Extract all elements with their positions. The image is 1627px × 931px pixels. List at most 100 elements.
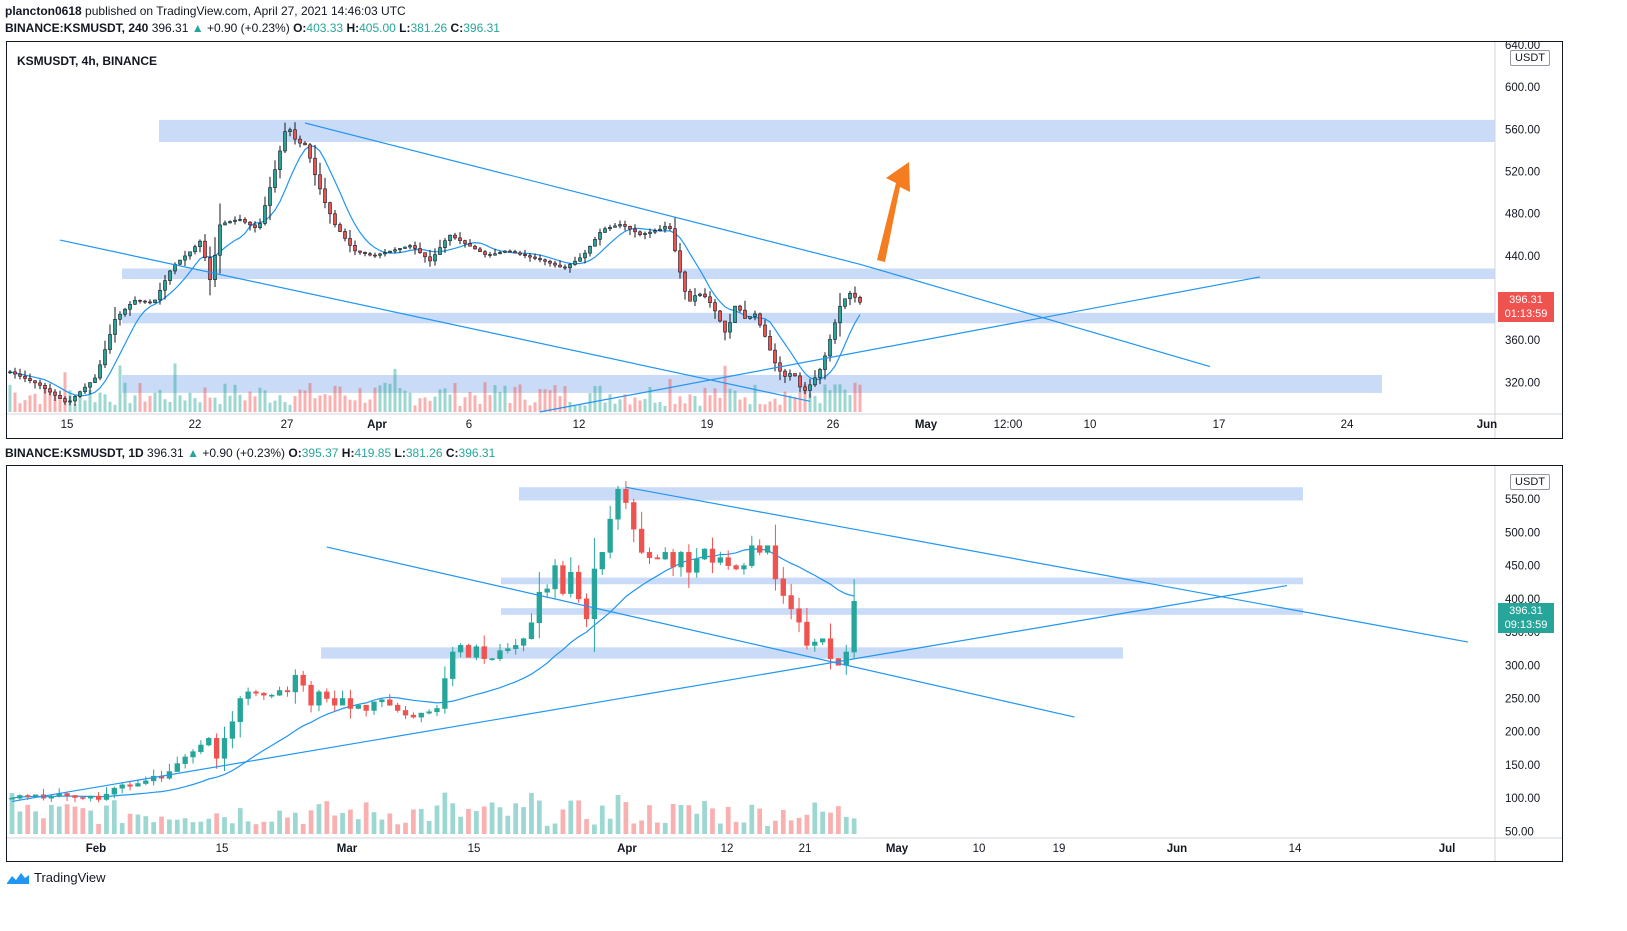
- volume-bar: [780, 809, 786, 834]
- volume-bar: [768, 401, 772, 412]
- candle-body: [300, 674, 306, 686]
- candle-body: [468, 243, 472, 247]
- candle-body: [638, 528, 645, 553]
- volume-bar: [277, 810, 282, 834]
- candle-body: [576, 571, 582, 600]
- footer-brand[interactable]: TradingView: [6, 870, 106, 885]
- chart-4h-last-price-tag: 396.31 01:13:59: [1498, 292, 1554, 322]
- volume-bar: [543, 389, 547, 412]
- volume-bar: [411, 809, 416, 834]
- x-tick-label: 27: [281, 419, 294, 431]
- candle-body: [355, 704, 361, 709]
- volume-bar: [853, 382, 857, 412]
- candle-body: [753, 313, 757, 317]
- volume-bar: [80, 808, 86, 834]
- volume-bar: [340, 812, 345, 834]
- volume-bar: [615, 794, 621, 834]
- volume-bar: [263, 390, 267, 412]
- publish-info: plancton0618 published on TradingView.co…: [5, 4, 406, 18]
- volume-bar: [678, 804, 684, 834]
- publish-date: published on TradingView.com, April 27, …: [85, 4, 406, 18]
- volume-bar: [423, 397, 427, 412]
- candle-body: [63, 398, 67, 403]
- volume-bar: [713, 388, 717, 412]
- volume-bar: [765, 825, 770, 834]
- y-tick-label: 480.00: [1505, 209, 1540, 221]
- volume-bar: [408, 392, 412, 412]
- volume-bar: [608, 394, 612, 412]
- chart-1d-unit[interactable]: USDT: [1510, 474, 1550, 490]
- volume-bar: [757, 808, 763, 834]
- volume-bar: [111, 800, 117, 834]
- volume-bar: [593, 386, 597, 412]
- candle-body: [103, 349, 107, 366]
- candle-body: [463, 240, 467, 244]
- y-tick-label: 200.00: [1505, 727, 1540, 739]
- volume-bar: [138, 383, 142, 412]
- volume-bar: [33, 811, 38, 834]
- volume-bar: [178, 395, 182, 412]
- bottom-symbol: BINANCE:KSMUSDT, 1D: [5, 446, 144, 460]
- volume-bar: [599, 805, 605, 834]
- candle-body: [263, 205, 267, 224]
- candle-body: [833, 322, 837, 340]
- top-ohlc-header: BINANCE:KSMUSDT, 240 396.31 ▲ +0.90 (+0.…: [5, 21, 500, 35]
- chart-panel-1d[interactable]: 50.00 100.00 150.00 200.00 250.00 300.00 350.0…: [6, 465, 1563, 862]
- bottom-low: 381.26: [405, 446, 443, 460]
- volume-bar: [607, 818, 613, 834]
- volume-bar: [248, 391, 252, 412]
- trendline: [326, 546, 1075, 718]
- candle-body: [368, 253, 372, 256]
- candle-body: [53, 391, 57, 396]
- volume-bar: [245, 821, 251, 834]
- volume-bar: [468, 391, 472, 412]
- volume-bar: [513, 386, 517, 412]
- volume-bar: [182, 818, 188, 834]
- candle-body: [812, 641, 818, 646]
- volume-bar: [308, 383, 312, 412]
- candle-body: [458, 237, 462, 241]
- volume-bar: [858, 384, 862, 412]
- candle-body: [339, 698, 346, 706]
- candle-body: [448, 234, 452, 242]
- volume-bar: [104, 805, 109, 834]
- author-name[interactable]: plancton0618: [5, 4, 82, 18]
- candle-body: [308, 684, 314, 706]
- volume-bar: [808, 393, 812, 412]
- bottom-c-label: C:: [445, 446, 459, 460]
- candle-body: [450, 651, 456, 679]
- candle-body: [123, 308, 127, 315]
- chart-panel-4h[interactable]: 320.00360.00400.00440.00480.00520.00560.…: [6, 41, 1563, 439]
- volume-bar: [127, 813, 133, 834]
- candle-body: [426, 711, 432, 714]
- candle-body: [28, 378, 32, 381]
- chart-4h-unit[interactable]: USDT: [1510, 50, 1550, 66]
- volume-bar: [123, 382, 127, 412]
- candle-body: [108, 334, 112, 350]
- candle-body: [503, 250, 507, 253]
- volume-bar: [662, 822, 668, 834]
- candle-body: [18, 373, 22, 377]
- volume-bar: [113, 404, 117, 412]
- candle-body: [333, 213, 337, 225]
- candle-body: [718, 310, 722, 322]
- y-tick-label: 320.00: [1505, 377, 1540, 389]
- volume-bar: [843, 816, 849, 834]
- x-tick-label: 21: [799, 843, 812, 855]
- chart-4h-canvas[interactable]: 320.00360.00400.00440.00480.00520.00560.…: [7, 42, 1562, 438]
- volume-bar: [151, 822, 157, 834]
- candle-body: [823, 355, 827, 370]
- candle-body: [583, 252, 587, 259]
- candle-body: [520, 638, 527, 646]
- chart-1d-canvas[interactable]: 50.00100.00150.00200.00250.00300.00350.0…: [7, 466, 1562, 861]
- support-resistance-zone: [159, 119, 1495, 142]
- candle-body: [568, 571, 574, 594]
- volume-bar: [269, 821, 275, 834]
- candle-body: [851, 601, 857, 653]
- volume-bar: [703, 387, 707, 412]
- volume-bar: [631, 823, 637, 834]
- x-tick-label: May: [915, 419, 938, 431]
- volume-bar: [93, 402, 97, 412]
- top-l-label: L:: [399, 21, 411, 35]
- bottom-l-label: L:: [394, 446, 406, 460]
